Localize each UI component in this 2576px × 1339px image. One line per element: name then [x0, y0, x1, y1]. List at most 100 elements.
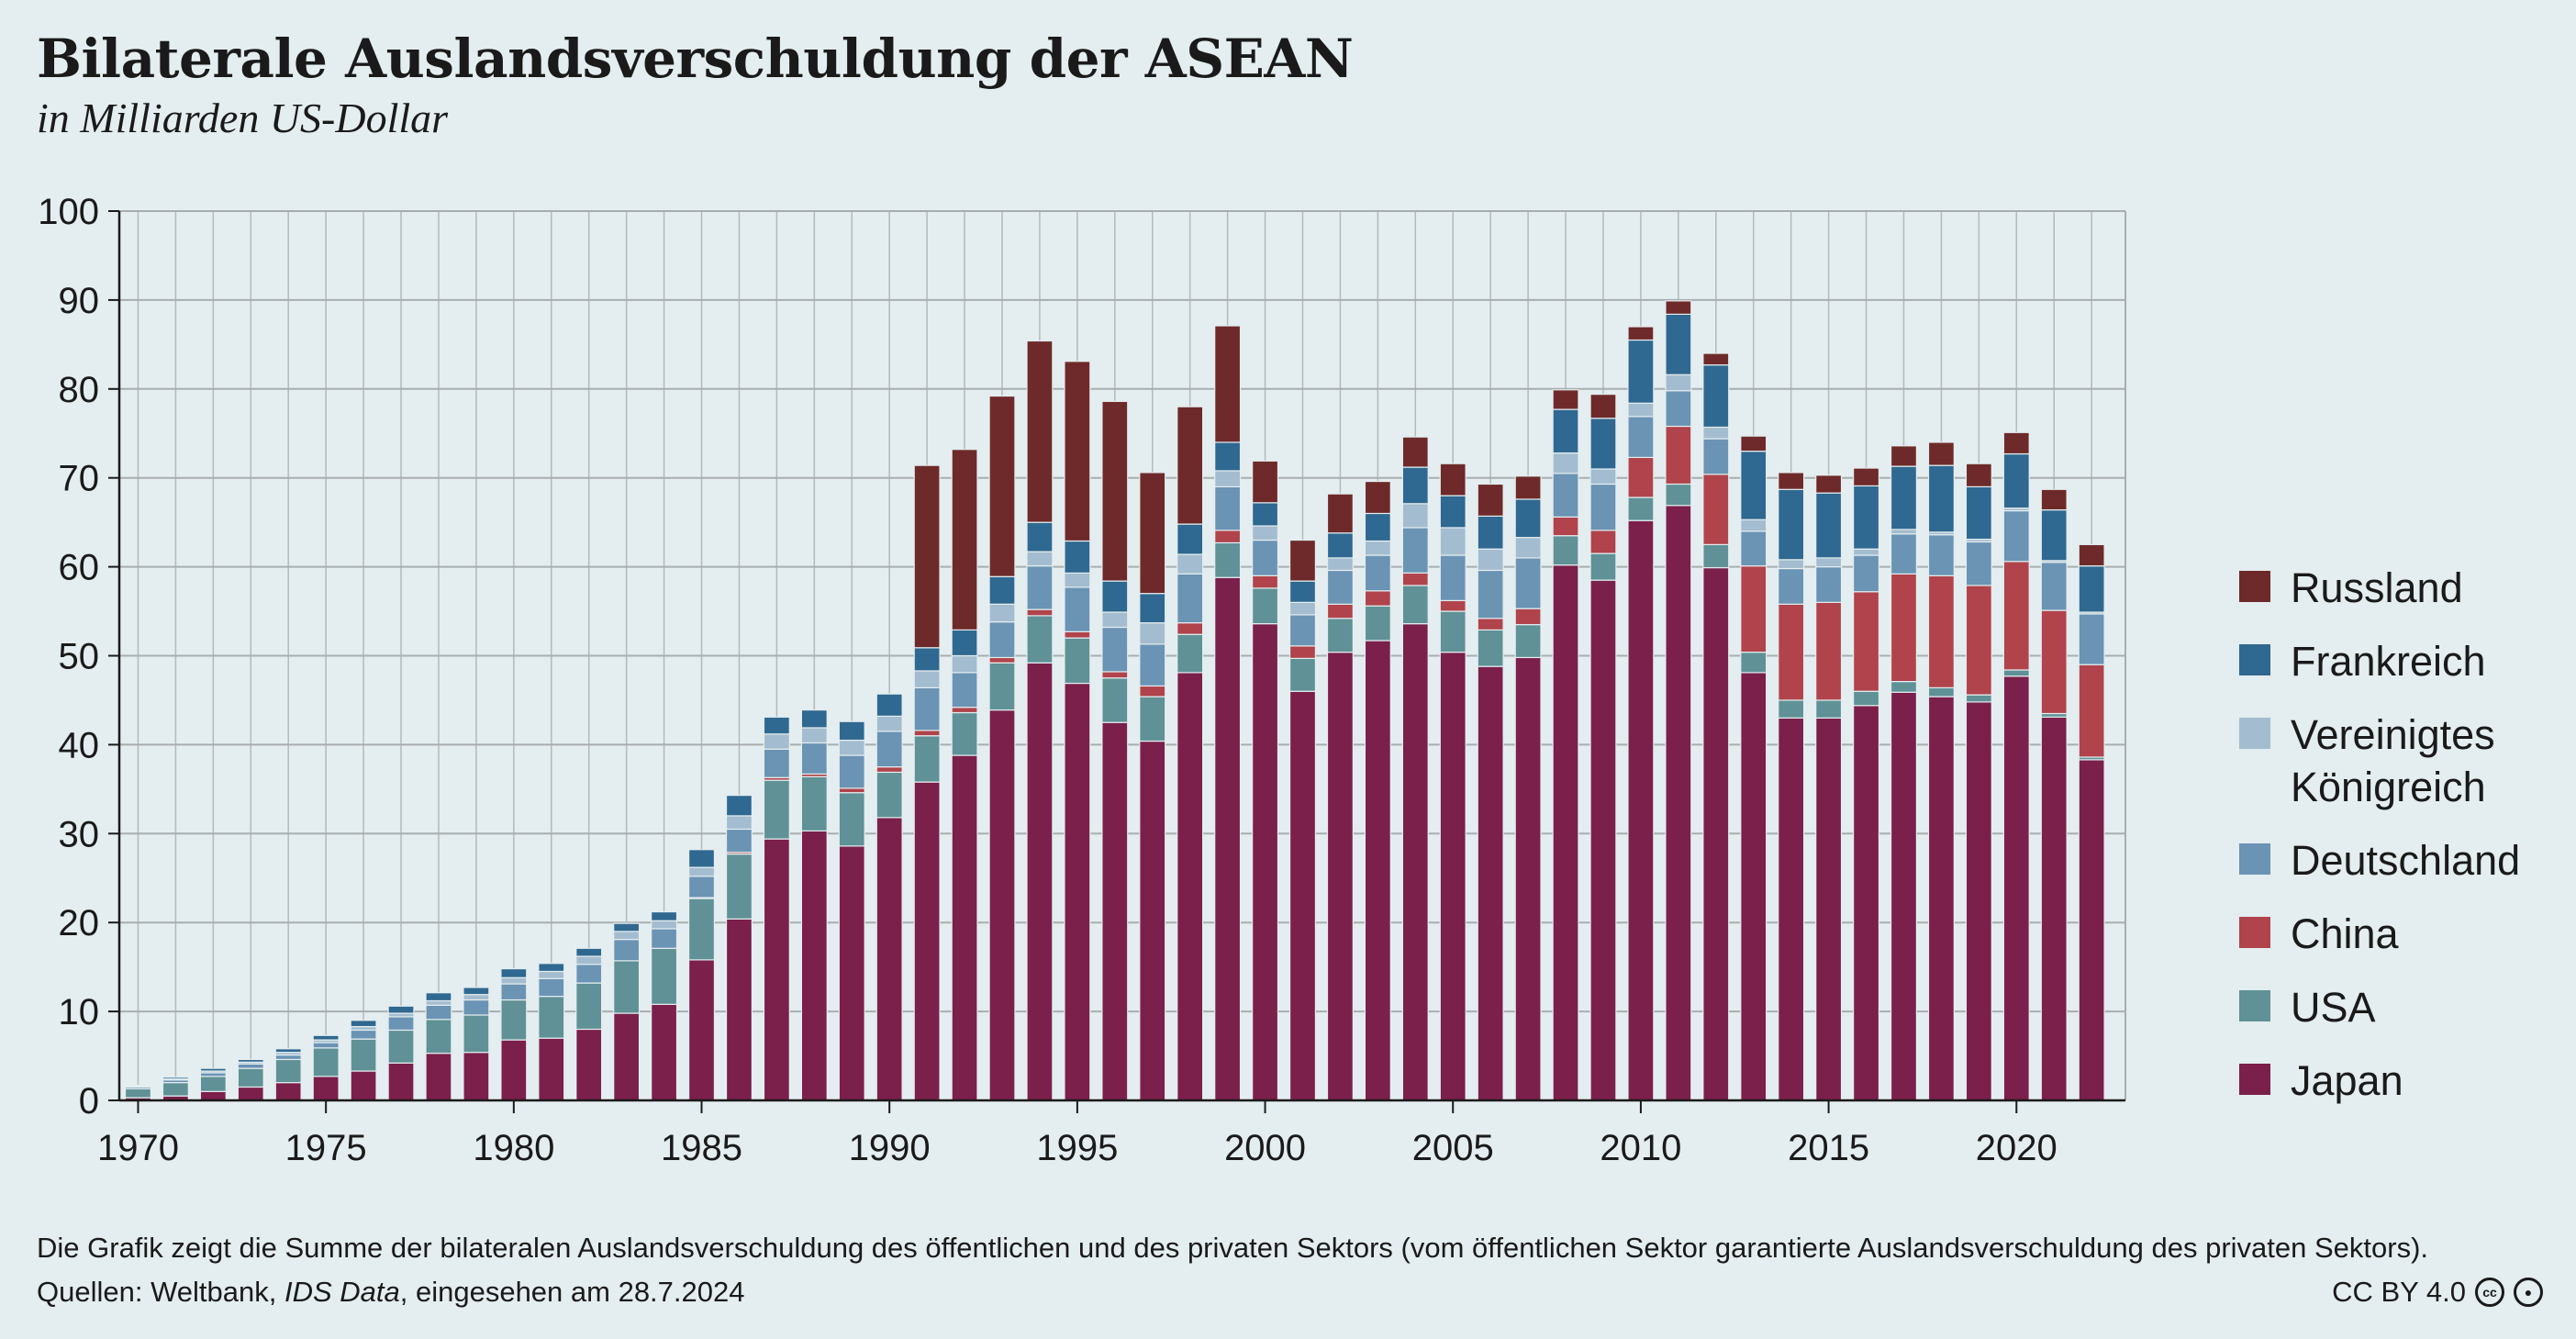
- bar-segment: [312, 1047, 340, 1077]
- bar-segment: [274, 1048, 302, 1054]
- bar-segment: [1665, 313, 1692, 375]
- bar-segment: [2002, 509, 2030, 563]
- bar-segment: [613, 939, 641, 962]
- bar-segment: [1514, 608, 1542, 626]
- bar-segment: [988, 603, 1016, 623]
- license: CC BY 4.0 cc ●: [2332, 1276, 2543, 1309]
- bar-segment: [2040, 488, 2068, 511]
- bar-segment: [237, 1067, 264, 1088]
- bar-segment: [575, 982, 603, 1031]
- bar-group-1994: [1026, 340, 1054, 1101]
- bar-segment: [1214, 576, 1242, 1101]
- legend-label: Deutschland: [2291, 837, 2521, 884]
- bar-segment: [2078, 613, 2105, 665]
- bar-segment: [1702, 364, 1730, 429]
- bar-segment: [1101, 580, 1129, 613]
- bar-segment: [1439, 652, 1466, 1101]
- bar-segment: [838, 845, 865, 1101]
- bar-segment: [725, 918, 753, 1101]
- bar-segment: [951, 449, 978, 630]
- bar-segment: [687, 898, 716, 961]
- bar-segment: [800, 776, 828, 831]
- bar-segment: [1589, 552, 1617, 581]
- bar-segment: [237, 1086, 264, 1101]
- bar-segment: [1890, 533, 1917, 575]
- y-tick-label: 80: [59, 370, 100, 410]
- y-tick-label: 30: [59, 814, 100, 854]
- bar-segment: [951, 654, 978, 674]
- bar-segment: [1326, 652, 1354, 1101]
- bar-segment: [1401, 572, 1429, 586]
- bar-segment: [1214, 441, 1242, 472]
- bar-segment: [988, 575, 1016, 605]
- bar-segment: [1815, 601, 1843, 701]
- bar-segment: [725, 815, 753, 831]
- bar-segment: [951, 754, 978, 1101]
- bar-segment: [2002, 561, 2030, 671]
- bar-segment: [1064, 361, 1091, 542]
- bar-segment: [1439, 599, 1466, 612]
- legend-swatch: [2239, 644, 2270, 675]
- bar-group-1972: [199, 1067, 227, 1101]
- bar-segment: [1176, 553, 1204, 575]
- bar-segment: [1853, 548, 1880, 556]
- bar-segment: [951, 672, 978, 709]
- bar-segment: [425, 999, 452, 1006]
- bar-segment: [1552, 516, 1579, 537]
- bar-segment: [1552, 408, 1579, 454]
- bar-segment: [1214, 530, 1242, 544]
- bar-segment: [1439, 554, 1466, 602]
- bar-segment: [613, 922, 641, 932]
- bar-segment: [1815, 699, 1843, 719]
- bar-segment: [913, 781, 941, 1101]
- bar-segment: [1778, 717, 1805, 1101]
- bar-segment: [838, 792, 865, 847]
- bar-segment: [1552, 389, 1579, 410]
- bar-group-2016: [1853, 467, 1880, 1101]
- bar-segment: [1288, 539, 1317, 582]
- bar-segment: [613, 931, 641, 941]
- bar-segment: [500, 999, 528, 1041]
- bar-segment: [199, 1067, 227, 1072]
- bar-segment: [1477, 515, 1504, 550]
- bar-segment: [1364, 554, 1391, 592]
- bar-segment: [1477, 618, 1504, 630]
- bar-segment: [274, 1054, 302, 1061]
- bar-segment: [1778, 488, 1805, 561]
- bar-segment: [1927, 534, 1955, 576]
- bar-segment: [1778, 567, 1805, 605]
- legend-item: Japan: [2239, 1054, 2576, 1107]
- bar-segment: [1778, 472, 1805, 490]
- bar-segment: [1665, 390, 1692, 428]
- bar-segment: [1288, 690, 1317, 1101]
- bar-segment: [800, 709, 828, 729]
- bar-group-2000: [1252, 460, 1279, 1101]
- bar-segment: [651, 928, 678, 949]
- bar-group-1973: [237, 1058, 264, 1101]
- bar-segment: [1026, 662, 1054, 1101]
- bar-segment: [1853, 554, 1880, 593]
- bar-segment: [1740, 451, 1768, 520]
- bar-segment: [1101, 677, 1129, 723]
- bar-segment: [312, 1076, 340, 1101]
- legend-item: Frankreich: [2239, 635, 2576, 687]
- bar-segment: [312, 1042, 340, 1049]
- bar-segment: [350, 1029, 377, 1040]
- bar-segment: [1890, 573, 1917, 683]
- bar-group-2021: [2040, 488, 2068, 1101]
- bar-segment: [687, 849, 716, 868]
- y-tick-label: 60: [59, 548, 100, 588]
- bar-segment: [763, 716, 790, 735]
- bar-segment: [1665, 300, 1692, 316]
- bar-segment: [1439, 463, 1466, 497]
- bar-segment: [237, 1058, 264, 1063]
- bar-group-2007: [1514, 475, 1542, 1101]
- bar-segment: [951, 711, 978, 756]
- bar-group-2002: [1326, 493, 1354, 1101]
- bar-segment: [687, 876, 716, 898]
- y-tick-label: 70: [59, 459, 100, 499]
- bar-segment: [725, 795, 753, 817]
- bar-segment: [1853, 690, 1880, 707]
- bar-group-1991: [913, 464, 941, 1101]
- x-tick-label: 2000: [1224, 1128, 1306, 1168]
